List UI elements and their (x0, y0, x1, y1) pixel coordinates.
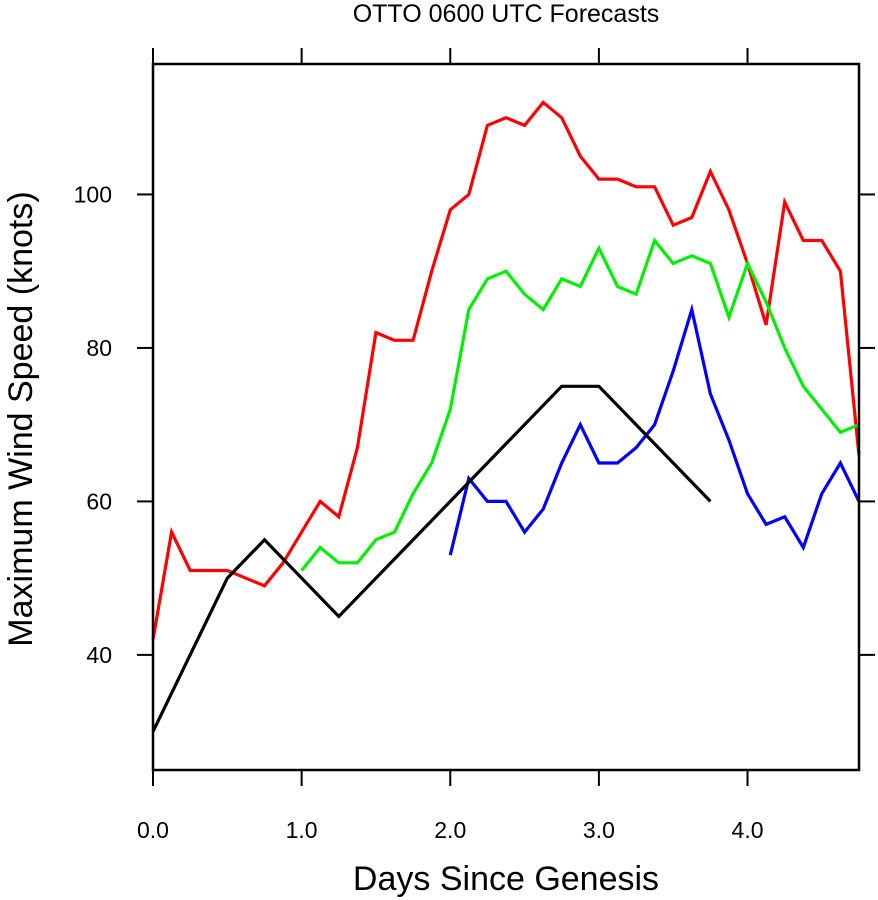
x-tick-label: 1.0 (286, 817, 318, 843)
y-axis-label: Maximum Wind Speed (knots) (2, 191, 40, 646)
tick-layer: 0.0 1.0 2.0 3.0 4.0 40 60 80 100 (74, 48, 875, 843)
plot-frame (151, 62, 861, 772)
y-tick-label: 100 (74, 181, 112, 207)
series-line-3 (448, 303, 861, 556)
y-tick-label: 60 (86, 488, 112, 514)
series-layer (151, 100, 861, 733)
x-tick-label: 3.0 (583, 817, 615, 843)
series-line-1 (151, 100, 861, 640)
chart-title: OTTO 0600 UTC Forecasts (353, 0, 660, 28)
x-tick-label: 0.0 (137, 817, 169, 843)
x-axis-label: Days Since Genesis (353, 860, 659, 898)
series-line-2 (300, 237, 860, 572)
series-line-4 (151, 384, 712, 733)
y-tick-label: 40 (86, 642, 112, 668)
x-tick-label: 2.0 (434, 817, 466, 843)
y-tick-label: 80 (86, 335, 112, 361)
x-tick-label: 4.0 (732, 817, 764, 843)
